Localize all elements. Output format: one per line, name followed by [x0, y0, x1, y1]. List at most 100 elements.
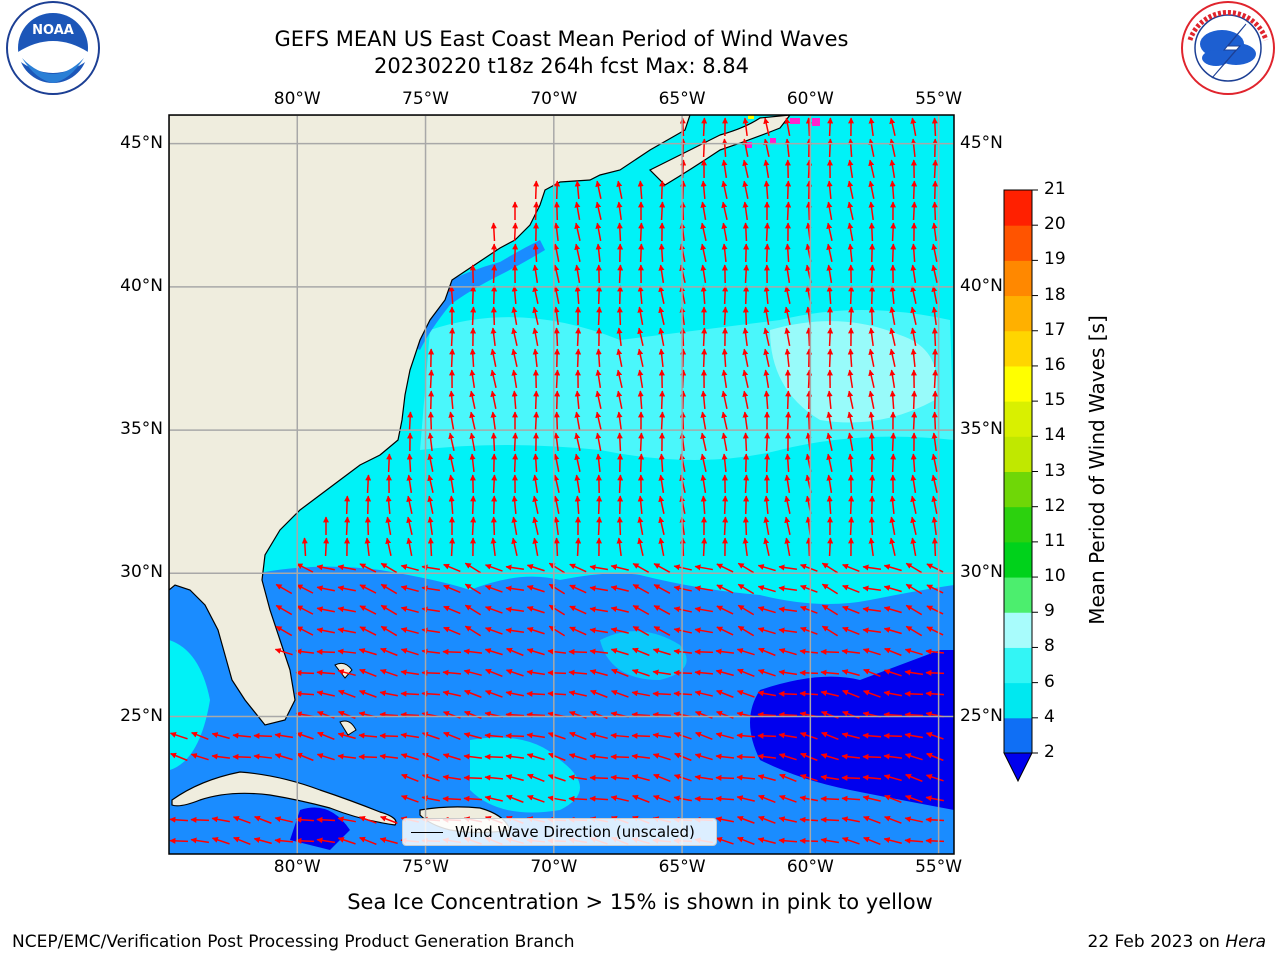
wind-wave-arrow [910, 348, 917, 368]
wind-wave-arrow [848, 516, 855, 536]
wind-wave-arrow [868, 306, 875, 326]
wind-wave-arrow [359, 836, 377, 846]
wind-wave-arrow [469, 432, 476, 451]
wind-wave-arrow [532, 348, 539, 368]
wind-wave-arrow [883, 732, 903, 739]
wind-wave-arrow [463, 648, 483, 655]
wind-wave-arrow [254, 815, 272, 824]
wind-wave-arrow [364, 537, 371, 557]
wind-wave-arrow [721, 453, 728, 473]
wind-wave-arrow [484, 584, 503, 593]
wind-wave-arrow [274, 816, 293, 823]
wind-wave-arrow [637, 369, 644, 389]
wind-wave-arrow [484, 605, 503, 614]
wind-wave-arrow [400, 794, 419, 803]
wind-wave-arrow [848, 306, 855, 326]
wind-wave-arrow [737, 562, 755, 574]
wind-wave-arrow [931, 537, 938, 557]
wind-wave-arrow [799, 837, 819, 844]
wind-wave-arrow [427, 453, 434, 472]
wind-wave-arrow [553, 285, 560, 304]
wind-wave-arrow [764, 243, 771, 263]
sea-ice-2 [812, 118, 820, 126]
lat-label-right-2: 35°N [960, 419, 1003, 440]
wind-wave-arrow [511, 537, 518, 556]
wind-wave-arrow [506, 647, 524, 657]
wind-wave-arrow [742, 180, 749, 199]
wind-wave-arrow [532, 453, 539, 473]
wind-wave-arrow [778, 711, 798, 718]
wind-wave-arrow [658, 453, 665, 473]
wind-wave-arrow [826, 180, 833, 200]
wind-wave-arrow [463, 732, 482, 740]
wind-wave-arrow [847, 453, 854, 473]
wind-wave-arrow [380, 583, 398, 595]
wind-wave-arrow [638, 243, 645, 263]
wind-wave-arrow [931, 453, 938, 472]
wind-wave-arrow [799, 795, 818, 802]
wind-wave-arrow [826, 474, 833, 494]
wind-wave-arrow [806, 180, 813, 200]
wind-wave-arrow [904, 794, 923, 803]
wind-wave-arrow [406, 537, 413, 556]
wind-wave-arrow [847, 201, 854, 220]
wind-wave-arrow [763, 285, 770, 305]
wind-wave-arrow [616, 432, 623, 452]
wind-wave-arrow [617, 285, 624, 305]
wind-wave-arrow [379, 668, 398, 677]
wind-wave-arrow [673, 731, 692, 740]
wind-wave-arrow [700, 222, 707, 241]
wind-wave-arrow [757, 585, 776, 593]
wind-wave-arrow [610, 627, 629, 634]
lat-label-right-1: 40°N [960, 275, 1003, 296]
wind-wave-arrow [547, 774, 566, 782]
wind-wave-arrow [379, 690, 398, 697]
wind-wave-arrow [533, 390, 540, 410]
wind-wave-arrow [799, 816, 819, 823]
wind-wave-arrow [275, 604, 293, 616]
wind-wave-arrow [931, 243, 938, 262]
wind-wave-arrow [533, 180, 540, 200]
wind-wave-arrow [758, 815, 776, 824]
colorbar-tick-label-7: 12 [1044, 495, 1066, 516]
wind-wave-arrow [883, 774, 902, 782]
wind-wave-arrow [386, 453, 393, 473]
map-area [169, 115, 954, 854]
wind-wave-arrow [610, 648, 629, 656]
wind-wave-arrow [827, 327, 834, 347]
wind-wave-arrow [364, 516, 371, 536]
colorbar-segment-8 [1004, 436, 1032, 472]
wind-wave-arrow [926, 584, 944, 594]
wind-wave-arrow [778, 564, 798, 571]
wind-wave-arrow [169, 732, 188, 740]
wind-wave-arrow [569, 626, 587, 636]
wind-wave-arrow [890, 243, 897, 263]
wind-wave-arrow [532, 306, 539, 325]
wind-wave-arrow [316, 648, 336, 655]
wind-wave-arrow [505, 690, 524, 697]
colorbar-segment-14 [1004, 225, 1032, 261]
wind-wave-arrow [800, 605, 818, 614]
wind-wave-arrow [337, 816, 356, 823]
wind-wave-arrow [568, 690, 587, 697]
colorbar-segment-15 [1004, 190, 1032, 226]
wind-wave-arrow [784, 327, 791, 346]
wind-wave-arrow [589, 753, 609, 760]
wind-wave-arrow [526, 585, 545, 593]
wind-wave-arrow [842, 605, 860, 614]
wind-wave-arrow [511, 327, 518, 346]
wind-wave-arrow [911, 180, 918, 200]
wind-wave-arrow [722, 306, 729, 326]
wind-wave-arrow [652, 648, 671, 656]
credit-left: NCEP/EMC/Verification Post Processing Pr… [12, 932, 575, 952]
wind-wave-arrow [736, 648, 755, 656]
wind-wave-arrow [337, 564, 356, 571]
wind-wave-arrow [799, 648, 819, 655]
wind-wave-arrow [469, 390, 476, 409]
wind-wave-arrow [464, 689, 482, 698]
wind-wave-arrow [170, 752, 188, 762]
sea-ice-note: Sea Ice Concentration > 15% is shown in … [347, 890, 933, 914]
wind-wave-arrow [926, 626, 944, 636]
wind-wave-arrow [632, 604, 650, 616]
wind-wave-arrow [658, 327, 665, 346]
